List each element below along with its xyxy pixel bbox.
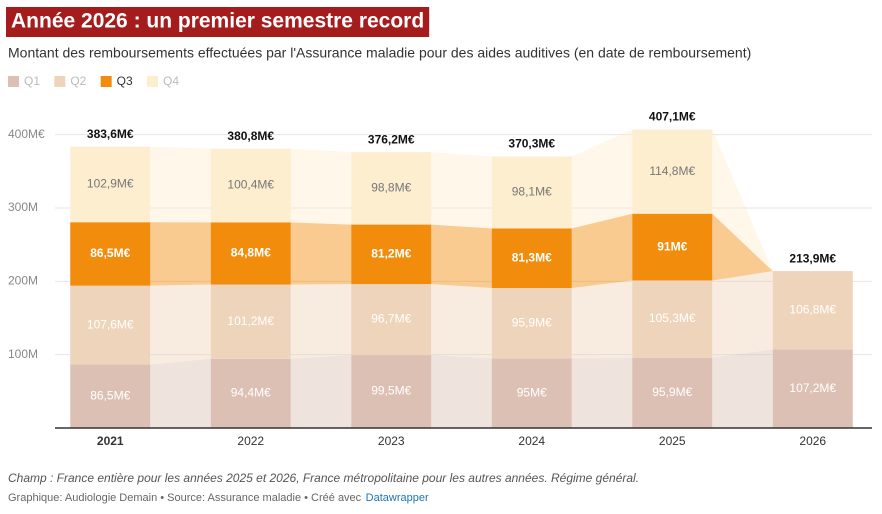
bar-segment (351, 284, 432, 356)
bar-segment (491, 228, 572, 289)
source-link[interactable]: Datawrapper (366, 492, 429, 504)
bar-segment (632, 357, 713, 428)
x-tick-label: 2023 (378, 434, 405, 448)
segment-label: 86,5M€ (90, 388, 130, 402)
bar-segment (70, 222, 151, 286)
legend-label: Q4 (163, 74, 179, 88)
note: Champ : France entière pour les années 2… (8, 471, 639, 485)
segment-label: 102,9M€ (87, 177, 134, 191)
segment-label: 86,5M€ (90, 246, 130, 260)
total-label: 383,6M€ (87, 127, 134, 141)
bar-segment (210, 222, 291, 285)
total-label: 407,1M€ (649, 110, 696, 124)
bar-segment (210, 284, 291, 359)
connector-area (290, 222, 352, 285)
segment-label: 95,9M€ (652, 385, 692, 399)
connector-area (712, 271, 773, 358)
bar-segment (70, 364, 151, 428)
chart-title: Année 2026 : un premier semestre record (11, 10, 424, 33)
y-tick-label: 100M (8, 347, 38, 361)
segment-label: 107,6M€ (87, 317, 134, 331)
segment-label: 98,8M€ (371, 181, 411, 195)
segment-label: 94,4M€ (231, 386, 271, 400)
bar-segment (70, 146, 151, 223)
connector-area (150, 146, 211, 223)
bar-segment (491, 156, 572, 229)
connector-area (290, 355, 352, 428)
legend-swatch (8, 76, 19, 87)
connector-area (431, 224, 492, 289)
bar-segment (632, 129, 713, 214)
bar-segment (632, 213, 713, 281)
connector-area (712, 349, 773, 428)
y-tick-label: 300M (8, 200, 38, 214)
segment-label: 81,3M€ (512, 250, 552, 264)
segment-label: 84,8M€ (231, 246, 271, 260)
connector-area (290, 284, 352, 359)
segment-label: 96,7M€ (371, 312, 411, 326)
connector-area (150, 284, 211, 365)
bar-segment (351, 355, 432, 428)
y-tick-label: 400M€ (8, 127, 45, 141)
y-tick-label: 200M (8, 274, 38, 288)
legend-label: Q2 (70, 74, 86, 88)
bar-segment (632, 280, 713, 358)
segment-label: 95M€ (517, 385, 547, 399)
segment-label: 95,9M€ (512, 315, 552, 329)
segment-label: 99,5M€ (371, 384, 411, 398)
title-background (6, 7, 430, 37)
connector-area (571, 357, 633, 428)
x-tick-label: 2026 (799, 434, 826, 448)
bar-segment (491, 358, 572, 428)
total-label: 376,2M€ (368, 132, 415, 146)
x-tick-label: 2021 (97, 434, 124, 448)
source: Graphique: Audiologie Demain • Source: A… (8, 492, 362, 504)
segment-label: 106,8M€ (789, 302, 836, 316)
total-label: 370,3M€ (508, 137, 555, 151)
bar-segment (772, 349, 853, 428)
connector-area (290, 148, 352, 225)
segment-label: 91M€ (657, 239, 687, 253)
legend-swatch (54, 76, 66, 87)
legend-swatch (100, 76, 112, 87)
segment-label: 114,8M€ (649, 164, 695, 178)
connector-area (571, 129, 633, 229)
bar-segment (210, 358, 291, 428)
connector-area (431, 355, 492, 428)
connector-area (712, 129, 773, 272)
connector-area (431, 284, 492, 359)
bar-segment (351, 224, 432, 285)
x-tick-label: 2022 (237, 434, 264, 448)
legend-swatch (147, 76, 159, 87)
bar-segment (772, 271, 853, 350)
total-label: 380,8M€ (227, 129, 274, 143)
connector-area (431, 152, 492, 229)
x-tick-label: 2024 (518, 434, 545, 448)
x-tick-label: 2025 (659, 434, 686, 448)
segment-label: 107,2M€ (789, 381, 836, 395)
legend-label: Q1 (24, 74, 40, 88)
segment-label: 100,4M€ (227, 178, 274, 192)
bar-segment (491, 288, 572, 359)
segment-label: 81,2M€ (371, 247, 411, 261)
connector-area (150, 222, 211, 286)
bar-segment (210, 148, 291, 223)
chart-subtitle: Montant des remboursements effectuées pa… (8, 45, 751, 61)
segment-label: 98,1M€ (512, 185, 552, 199)
connector-area (571, 280, 633, 359)
connector-area (712, 213, 773, 281)
legend-label: Q3 (117, 74, 133, 88)
connector-area (571, 213, 633, 289)
connector-area (150, 358, 211, 428)
segment-label: 105,3M€ (649, 311, 696, 325)
bar-segment (351, 152, 432, 225)
bar-segment (70, 285, 151, 365)
total-label: 213,9M€ (789, 251, 836, 265)
segment-label: 101,2M€ (227, 314, 274, 328)
